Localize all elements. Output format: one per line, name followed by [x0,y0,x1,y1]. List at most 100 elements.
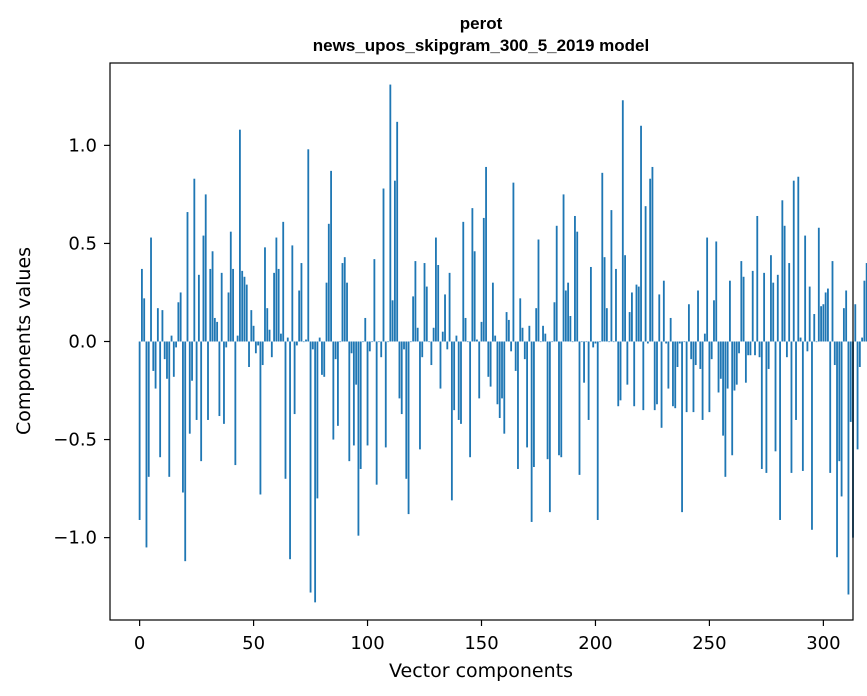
bar [740,261,743,342]
bar [710,341,713,360]
bar [799,337,802,342]
bar [368,341,371,352]
bar [302,341,305,343]
bar [295,341,298,346]
bar [658,294,661,342]
bar [261,341,264,366]
bar [795,341,797,420]
bar [239,129,241,342]
bar [362,341,364,343]
bar [507,319,510,342]
bar [412,296,415,342]
bar [204,194,207,342]
bar [323,341,326,377]
bar [498,341,501,418]
bar [608,341,611,343]
bar [528,325,531,342]
bar [533,341,535,468]
bar [494,335,497,342]
bar [548,341,551,513]
bar [430,341,433,366]
x-tick-label: 200 [578,633,612,654]
bar [179,292,182,342]
bar [514,341,517,371]
bar [537,239,540,342]
bar [724,341,727,477]
bar [633,341,636,407]
x-tick-label: 50 [242,633,265,654]
bar [735,341,738,385]
bar [783,225,786,342]
x-tick-label: 250 [692,633,726,654]
bar [211,251,214,342]
bar [701,341,704,420]
bar [334,341,337,360]
bar [587,341,590,420]
bar [653,341,656,411]
bar [829,341,832,473]
bar [487,341,490,377]
bar [651,166,654,342]
bar [298,290,301,342]
bar [405,341,408,479]
bar [779,341,781,520]
bar [631,292,633,342]
bar [776,274,779,342]
bar [403,341,405,350]
bar [594,341,597,344]
bar [197,274,200,342]
bar [223,341,225,424]
bar [188,341,191,434]
bar [457,341,460,420]
bar [439,341,442,389]
bar [656,341,658,405]
bar [667,341,670,389]
bar [423,263,426,342]
bar [339,341,342,343]
bar [407,341,410,515]
x-tick-label: 100 [350,633,384,654]
bar [268,329,271,342]
bar [635,284,638,342]
bar [293,341,296,415]
bar [161,310,164,342]
bar [478,341,481,399]
bar [462,221,465,342]
bar [464,317,467,342]
bar [729,280,731,342]
bar [389,84,392,342]
bar [202,235,205,342]
bar [621,100,624,342]
bar [690,341,693,360]
bar [391,300,394,342]
bar [236,335,239,342]
bar [352,341,355,446]
bar [213,317,216,342]
bar [833,341,836,366]
bars-group [138,84,867,603]
bar [393,180,396,342]
bar [216,321,219,342]
bar [359,341,362,469]
bar [854,304,857,342]
bar [640,125,642,342]
bar [808,286,811,342]
bar [562,194,565,342]
bar [270,341,273,358]
bar [476,339,478,342]
bar [480,321,483,342]
bar [827,288,829,342]
bar [811,341,813,530]
bar [280,333,282,342]
bar [642,341,645,411]
bar [510,341,513,352]
bar [191,341,193,381]
bar [182,341,184,493]
y-tick-label: 0.5 [68,233,97,254]
bar [172,341,175,377]
bar [596,341,599,520]
bar [815,341,818,343]
bar [772,282,775,342]
bar [817,227,820,342]
